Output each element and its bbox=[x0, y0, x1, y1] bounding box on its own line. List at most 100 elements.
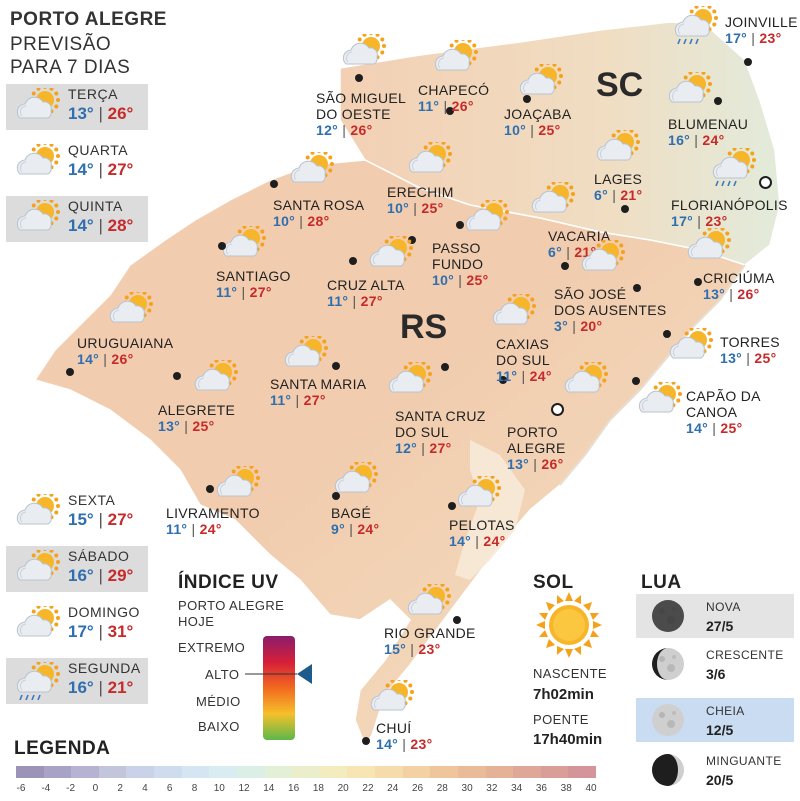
city-name: CAPÃO DA bbox=[686, 388, 761, 404]
city-marker-santa-cruz-do-sul[interactable] bbox=[441, 363, 449, 371]
partly-cloudy-icon bbox=[12, 603, 62, 644]
city-marker-torres[interactable] bbox=[663, 330, 671, 338]
city-temps: 9° | 24° bbox=[331, 521, 380, 537]
city-marker-alegrete[interactable] bbox=[173, 372, 181, 380]
city-temps: 11° | 27° bbox=[327, 293, 383, 309]
forecast-max: 28° bbox=[107, 216, 134, 235]
moon-title: LUA bbox=[641, 572, 682, 593]
city-marker-lages[interactable] bbox=[621, 205, 629, 213]
city-temps: 13° | 25° bbox=[158, 418, 215, 434]
partly-cloudy-icon bbox=[366, 677, 416, 718]
partly-cloudy-icon bbox=[560, 359, 610, 400]
moon-phase-row: NOVA 27/5 bbox=[636, 594, 794, 638]
partly-cloudy-icon bbox=[403, 581, 453, 622]
legend-color-cell bbox=[154, 766, 183, 778]
partly-cloudy-icon bbox=[577, 237, 627, 278]
forecast-max: 29° bbox=[107, 566, 134, 585]
city-temps: 12° | 26° bbox=[316, 122, 373, 138]
city-marker-santiago[interactable] bbox=[218, 242, 226, 250]
forecast-day-label: SÁBADO bbox=[68, 548, 130, 564]
legend-tick-label: 2 bbox=[117, 783, 123, 794]
uv-level-alto: ALTO bbox=[205, 667, 240, 682]
legend-tick-label: 8 bbox=[191, 783, 198, 794]
uv-title: ÍNDICE UV bbox=[178, 572, 279, 593]
legend-title: LEGENDA bbox=[14, 738, 111, 759]
forecast-day: SÁBADO 16° | 29° bbox=[6, 546, 148, 592]
city-marker-santa-maria[interactable] bbox=[332, 362, 340, 370]
moon-phase-name: NOVA bbox=[706, 600, 741, 614]
city-temps: 13° | 26° bbox=[507, 456, 564, 472]
city-alegrete: ALEGRETE 13° | 25° bbox=[158, 402, 235, 434]
city-marker-cruz-alta[interactable] bbox=[349, 257, 357, 265]
partly-cloudy-icon bbox=[338, 31, 388, 72]
city-max: 26° bbox=[541, 456, 564, 472]
city-min: 10° bbox=[432, 272, 455, 288]
page-subtitle-2: PARA 7 DIAS bbox=[10, 57, 131, 78]
moon-phase-name: CHEIA bbox=[706, 704, 745, 718]
city-santiago: SANTIAGO 11° | 27° bbox=[216, 268, 291, 300]
city-marker-sao-jose-dos-ausentes[interactable] bbox=[633, 284, 641, 292]
city-max: 27° bbox=[303, 392, 326, 408]
city-marker-joacaba[interactable] bbox=[523, 95, 531, 103]
city-marker-passo-fundo[interactable] bbox=[408, 236, 416, 244]
city-max: 26° bbox=[111, 351, 134, 367]
city-marker-chapeco[interactable] bbox=[446, 107, 454, 115]
city-temps: 17° | 23° bbox=[725, 30, 782, 46]
city-name: SANTA CRUZ bbox=[395, 408, 486, 424]
legend-tick-label: 0 bbox=[92, 783, 99, 794]
forecast-min: 16° bbox=[68, 678, 94, 697]
city-temps: 11° | 27° bbox=[216, 284, 272, 300]
moon-phase-row: CHEIA 12/5 bbox=[636, 698, 794, 742]
city-temps: 10° | 25° bbox=[504, 122, 561, 138]
city-marker-blumenau[interactable] bbox=[714, 97, 722, 105]
city-sao-miguel-do-oeste: SÃO MIGUEL DO OESTE 12° | 26° bbox=[316, 90, 406, 138]
rain-sun-icon bbox=[12, 659, 62, 701]
city-chapeco: CHAPECÓ 11° | 26° bbox=[418, 82, 489, 114]
partly-cloudy-icon bbox=[12, 197, 62, 238]
partly-cloudy-icon bbox=[12, 547, 62, 588]
partly-cloudy-icon bbox=[488, 291, 538, 332]
city-temps: 13° | 26° bbox=[703, 286, 760, 302]
legend-tick-label: -4 bbox=[41, 783, 51, 794]
city-min: 14° bbox=[449, 533, 472, 549]
city-name: CAXIAS bbox=[496, 336, 550, 352]
city-marker-vacaria[interactable] bbox=[561, 262, 569, 270]
city-name: RIO GRANDE bbox=[384, 625, 476, 641]
city-marker-florianopolis[interactable] bbox=[759, 176, 772, 189]
city-marker-santa-rosa[interactable] bbox=[270, 180, 278, 188]
uv-indicator-arrow bbox=[297, 664, 312, 684]
city-erechim: ERECHIM 10° | 25° bbox=[387, 184, 454, 216]
city-name: SÃO JOSÉ bbox=[554, 286, 627, 302]
city-marker-uruguaiana[interactable] bbox=[66, 368, 74, 376]
city-max: 26° bbox=[350, 122, 373, 138]
city-marker-rio-grande[interactable] bbox=[453, 616, 461, 624]
city-name: SÃO MIGUEL bbox=[316, 90, 407, 106]
city-cruz-alta: CRUZ ALTA 11° | 27° bbox=[327, 277, 405, 309]
city-marker-criciuma[interactable] bbox=[694, 278, 702, 286]
city-temps: 11° | 24° bbox=[166, 521, 222, 537]
city-marker-caxias-do-sul[interactable] bbox=[499, 376, 507, 384]
city-temps: 13° | 25° bbox=[720, 350, 777, 366]
city-marker-pelotas[interactable] bbox=[448, 502, 456, 510]
legend-color-cell bbox=[347, 766, 376, 778]
city-name: URUGUAIANA bbox=[77, 335, 174, 351]
city-marker-bage[interactable] bbox=[332, 492, 340, 500]
city-temps: 11° | 24° bbox=[496, 368, 552, 384]
city-name: TORRES bbox=[720, 334, 780, 350]
city-marker-capao-da-canoa[interactable] bbox=[632, 377, 640, 385]
city-min: 11° bbox=[166, 521, 188, 537]
city-max: 27° bbox=[360, 293, 383, 309]
city-marker-livramento[interactable] bbox=[206, 485, 214, 493]
legend-color-cell bbox=[126, 766, 155, 778]
city-min: 17° bbox=[725, 30, 748, 46]
city-marker-porto-alegre[interactable] bbox=[551, 403, 564, 416]
city-temps: 16° | 24° bbox=[668, 132, 725, 148]
city-marker-chui[interactable] bbox=[362, 737, 370, 745]
city-marker-erechim[interactable] bbox=[456, 221, 464, 229]
city-marker-sao-miguel-do-oeste[interactable] bbox=[355, 74, 363, 82]
forecast-day-label: SEXTA bbox=[68, 492, 116, 508]
legend-color-cell bbox=[209, 766, 238, 778]
forecast-day: QUINTA 14° | 28° bbox=[6, 196, 148, 242]
legend-tick-label: 14 bbox=[263, 783, 275, 794]
city-marker-joinville[interactable] bbox=[744, 58, 752, 66]
